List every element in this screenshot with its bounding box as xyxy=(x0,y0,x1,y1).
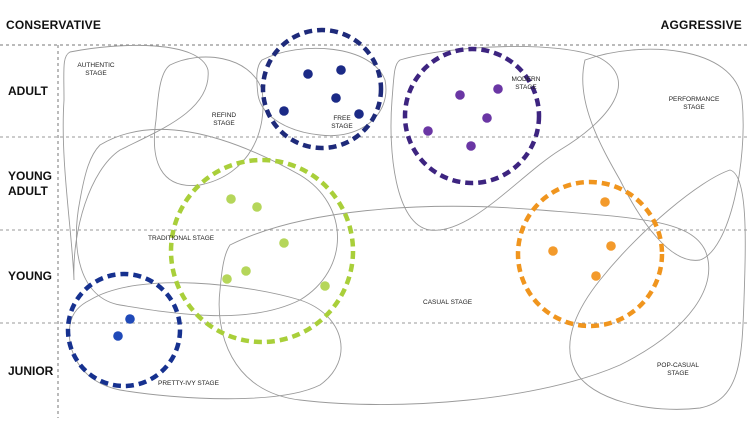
refind-outline xyxy=(153,56,264,186)
pretty-ivy-dot-1 xyxy=(125,314,135,324)
stage-label-pretty-ivy: PRETTY-IVY STAGE xyxy=(158,380,219,387)
traditional-dot-3 xyxy=(279,238,289,248)
orange-dot-4 xyxy=(591,271,601,281)
authentic-outline xyxy=(62,44,209,281)
free-dot-5 xyxy=(354,109,364,119)
cluster-circles xyxy=(65,27,665,389)
stage-label-modern: MODERN STAGE xyxy=(511,76,541,91)
axis-left-label: CONSERVATIVE xyxy=(6,18,102,32)
free-dot-2 xyxy=(336,65,346,75)
traditional-dot-4 xyxy=(241,266,251,276)
traditional-dot-5 xyxy=(222,274,232,284)
stage-label-pop-casual: POP-CASUAL STAGE xyxy=(657,362,699,377)
stage-label-casual: CASUAL STAGE xyxy=(423,299,473,306)
modern-cluster-circle xyxy=(402,46,542,186)
traditional-dot-1 xyxy=(226,194,236,204)
performance-outline xyxy=(582,48,744,261)
stage-label-traditional: TRADITIONAL STAGE xyxy=(148,235,215,242)
casual-outline xyxy=(218,205,710,405)
pretty-ivy-cluster-circle xyxy=(65,271,183,389)
modern-dot-3 xyxy=(482,113,492,123)
free-dot-3 xyxy=(331,93,341,103)
pretty-ivy-dot-2 xyxy=(113,331,123,341)
orange-cluster-circle xyxy=(515,179,665,329)
row-label-young: YOUNG xyxy=(8,269,53,283)
free-cluster-circle xyxy=(260,27,384,151)
row-label-junior: JUNIOR xyxy=(8,364,54,378)
traditional-outline xyxy=(75,128,338,317)
stage-label-performance: PERFORMANCE STAGE xyxy=(668,96,720,111)
pop-casual-outline xyxy=(569,169,746,410)
free-dot-1 xyxy=(303,69,313,79)
modern-dot-4 xyxy=(423,126,433,136)
modern-dot-2 xyxy=(493,84,503,94)
row-label-young-adult: YOUNG ADULT xyxy=(8,169,53,198)
free-dot-4 xyxy=(279,106,289,116)
modern-dot-1 xyxy=(455,90,465,100)
stage-label-free: FREE STAGE xyxy=(331,115,353,130)
stage-label-refind: REFIND STAGE xyxy=(211,112,237,127)
stage-label-authentic: AUTHENTIC STAGE xyxy=(77,62,115,77)
orange-dot-1 xyxy=(600,197,610,207)
orange-dot-3 xyxy=(606,241,616,251)
traditional-cluster-circle xyxy=(168,157,356,345)
axis-right-label: AGGRESSIVE xyxy=(660,18,742,32)
row-label-adult: ADULT xyxy=(8,84,48,98)
traditional-dot-6 xyxy=(320,281,330,291)
orange-dot-2 xyxy=(548,246,558,256)
cluster-dots xyxy=(113,65,616,341)
stage-outlines xyxy=(62,44,746,410)
modern-dot-5 xyxy=(466,141,476,151)
traditional-dot-2 xyxy=(252,202,262,212)
modern-outline xyxy=(390,46,619,231)
free-outline xyxy=(256,47,387,137)
